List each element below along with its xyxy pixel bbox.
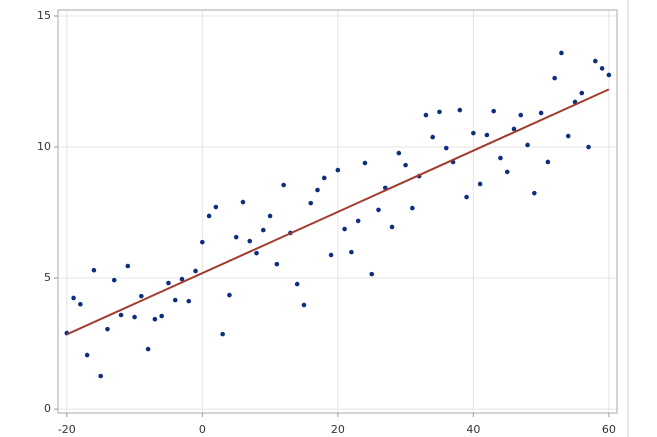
point <box>233 234 239 240</box>
point <box>139 293 144 299</box>
point <box>376 207 381 213</box>
point <box>369 271 375 277</box>
point <box>498 155 503 161</box>
y-tick-label: 0 <box>44 402 51 415</box>
point <box>227 292 232 298</box>
point <box>464 194 469 200</box>
point <box>443 145 449 151</box>
fit-line <box>66 88 610 336</box>
point <box>599 66 605 71</box>
point <box>559 50 564 56</box>
point <box>132 314 137 320</box>
x-tick-label: 20 <box>331 423 345 436</box>
x-tick-label: -20 <box>58 423 76 436</box>
point <box>410 205 415 211</box>
point <box>335 167 341 173</box>
point <box>118 312 124 318</box>
point <box>355 218 361 224</box>
point <box>349 249 354 255</box>
point <box>193 268 198 274</box>
y-tick-label: 5 <box>44 271 51 284</box>
point <box>145 346 151 352</box>
point <box>471 130 476 136</box>
point <box>477 181 483 187</box>
point <box>579 90 585 96</box>
point <box>525 142 530 148</box>
point <box>166 280 171 286</box>
point <box>430 134 435 140</box>
point <box>105 326 110 332</box>
point <box>220 331 225 337</box>
point <box>532 190 537 196</box>
point <box>362 160 368 166</box>
x-tick-label: 0 <box>199 423 206 436</box>
point <box>396 150 402 156</box>
point <box>565 133 571 139</box>
point <box>78 301 83 307</box>
point <box>511 126 517 132</box>
point <box>254 250 259 256</box>
point <box>98 373 103 379</box>
point <box>504 169 510 175</box>
point <box>423 112 429 118</box>
point <box>342 226 347 232</box>
point <box>200 239 205 245</box>
point <box>84 352 90 358</box>
point <box>159 313 164 319</box>
plot-frame <box>57 9 618 414</box>
point <box>484 132 490 138</box>
point <box>538 110 544 116</box>
point <box>321 175 327 181</box>
point <box>247 238 253 244</box>
point <box>206 213 212 219</box>
point <box>294 281 300 287</box>
x-tick-label: 60 <box>602 423 616 436</box>
point <box>91 267 97 273</box>
point <box>491 108 496 114</box>
point <box>586 144 591 150</box>
point <box>545 159 551 165</box>
point <box>606 72 612 78</box>
point <box>179 276 185 282</box>
point <box>518 112 524 118</box>
point <box>213 204 219 210</box>
point <box>111 277 117 283</box>
point <box>403 162 408 168</box>
point <box>552 75 557 81</box>
point <box>593 58 598 64</box>
point <box>186 298 192 304</box>
point <box>301 302 307 308</box>
point <box>71 295 76 301</box>
point <box>437 109 442 115</box>
point <box>457 107 463 113</box>
point <box>389 224 395 230</box>
point <box>267 213 273 219</box>
y-tick-label: 15 <box>37 9 51 22</box>
point <box>281 182 286 188</box>
x-tick-label: 40 <box>466 423 480 436</box>
point <box>172 297 178 303</box>
point <box>125 263 131 269</box>
point <box>261 227 266 233</box>
point <box>152 316 158 322</box>
point <box>308 200 314 206</box>
point <box>315 187 320 193</box>
point <box>240 199 246 205</box>
y-tick-label: 10 <box>37 140 51 153</box>
point <box>274 261 280 267</box>
point <box>328 252 334 258</box>
